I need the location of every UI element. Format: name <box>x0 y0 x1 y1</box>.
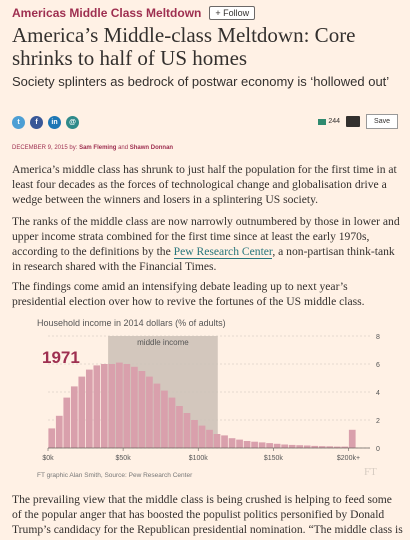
comment-count: 244 <box>328 118 341 125</box>
income-bar <box>303 445 311 448</box>
income-bar <box>108 364 116 448</box>
paragraph: The prevailing view that the middle clas… <box>12 493 403 536</box>
income-bar <box>281 444 288 448</box>
x-tick-label: $200k+ <box>337 455 360 462</box>
twitter-icon[interactable]: t <box>12 116 25 129</box>
paragraph: America’s middle class has shrunk to jus… <box>12 163 397 206</box>
income-bar <box>146 376 153 448</box>
income-bar <box>168 397 176 448</box>
income-bar <box>273 443 281 448</box>
article-date: DECEMBER 9, 2015 <box>12 145 68 151</box>
income-bar <box>228 438 236 448</box>
x-tick-label: $100k <box>189 455 209 462</box>
income-bar <box>78 376 86 448</box>
income-bar <box>213 434 221 448</box>
income-bar <box>138 371 146 448</box>
income-bar <box>236 439 243 448</box>
income-bar <box>123 364 131 448</box>
author-link[interactable]: Sam Fleming <box>79 145 117 151</box>
article-tools: 244 Save <box>318 114 398 129</box>
headline: America’s Middle-class Meltdown: Core sh… <box>12 23 356 70</box>
income-bar <box>266 443 273 448</box>
income-bar <box>55 415 63 448</box>
x-tick-label: $0k <box>42 455 54 462</box>
income-bar <box>296 445 304 448</box>
income-bar <box>326 446 334 448</box>
income-bar <box>251 441 258 448</box>
income-bar <box>116 362 123 448</box>
income-bar <box>311 445 319 448</box>
paragraph-text: The ranks of the middle class are now na… <box>12 215 400 258</box>
linkedin-icon[interactable]: in <box>48 116 61 129</box>
income-bar <box>131 366 138 448</box>
income-bar <box>206 429 213 448</box>
share-bar: t f in @ <box>12 116 79 129</box>
income-bar <box>85 369 93 448</box>
income-bar <box>70 386 78 448</box>
standfirst: Society splinters as bedrock of postwar … <box>12 74 390 89</box>
follow-button[interactable]: + Follow <box>209 6 256 20</box>
y-tick-label: 8 <box>376 334 380 341</box>
y-tick-label: 4 <box>376 390 380 397</box>
income-bar <box>93 365 101 448</box>
income-bar <box>318 446 326 448</box>
income-bar <box>341 446 349 448</box>
income-bar <box>243 441 251 448</box>
and-label: and <box>118 145 129 151</box>
topic-link[interactable]: Americas Middle Class Meltdown <box>12 6 202 20</box>
by-label: by: <box>69 145 78 151</box>
chart-source: FT graphic Alan Smith, Source: Pew Resea… <box>37 472 193 479</box>
paragraph: The ranks of the middle class are now na… <box>12 214 404 274</box>
y-tick-label: 6 <box>376 362 380 369</box>
email-icon[interactable]: @ <box>66 116 79 129</box>
year-label: 1971 <box>42 348 80 367</box>
income-chart: middle income 0 2 4 6 8 $0k $50k $100k $150k $200k… <box>42 334 380 462</box>
chart-title: Household income in 2014 dollars (% of a… <box>37 318 226 328</box>
print-icon[interactable] <box>346 116 361 127</box>
comments-link[interactable]: 244 <box>318 118 340 125</box>
author-link[interactable]: Shawn Donnan <box>129 145 174 151</box>
income-bar <box>100 364 108 448</box>
ft-watermark: FT <box>364 466 377 478</box>
income-bar <box>198 425 206 448</box>
income-bar <box>333 446 341 448</box>
income-bar <box>191 420 198 448</box>
income-bar <box>288 444 296 448</box>
middle-income-label: middle income <box>137 338 189 347</box>
facebook-icon[interactable]: f <box>30 116 43 129</box>
byline: DECEMBER 9, 2015 by: Sam Fleming and Sha… <box>12 145 173 151</box>
topic-row: Americas Middle Class Meltdown + Follow <box>12 6 256 20</box>
y-tick-label: 2 <box>376 418 380 425</box>
income-bar <box>176 406 183 448</box>
income-bar <box>221 435 228 448</box>
income-bar <box>348 429 356 448</box>
x-tick-label: $50k <box>116 455 132 462</box>
pew-link[interactable]: Pew Research Center <box>173 245 273 259</box>
income-bar <box>48 428 56 448</box>
comment-icon <box>318 118 327 125</box>
y-tick-label: 0 <box>376 446 380 453</box>
income-bar <box>183 413 191 448</box>
income-bar <box>63 397 71 448</box>
income-bar <box>258 442 266 448</box>
x-tick-label: $150k <box>264 455 284 462</box>
save-button[interactable]: Save <box>366 114 398 129</box>
income-bar <box>153 383 161 448</box>
paragraph: The findings come amid an intensifying d… <box>12 280 365 308</box>
income-bar <box>161 390 168 448</box>
paragraph-text: , a non-partisan think-tank in research … <box>12 245 395 273</box>
